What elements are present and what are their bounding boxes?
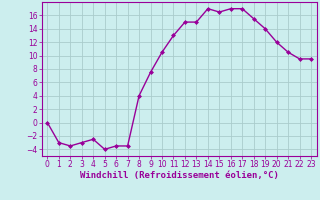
X-axis label: Windchill (Refroidissement éolien,°C): Windchill (Refroidissement éolien,°C) xyxy=(80,171,279,180)
